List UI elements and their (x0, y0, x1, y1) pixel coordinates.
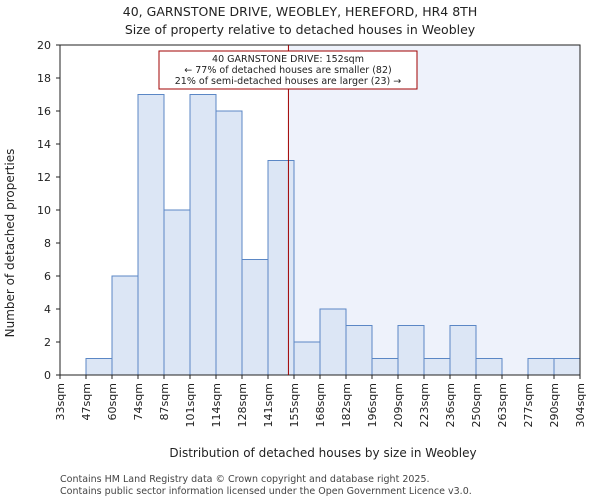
x-tick-label: 114sqm (210, 383, 223, 427)
y-tick-label: 16 (37, 105, 51, 118)
x-tick-label: 141sqm (262, 383, 275, 427)
y-tick-label: 18 (37, 72, 51, 85)
annotation-line-1: 40 GARNSTONE DRIVE: 152sqm (212, 54, 364, 65)
x-tick-label: 182sqm (340, 383, 353, 427)
x-tick-label: 304sqm (574, 383, 587, 427)
x-tick-label: 47sqm (80, 383, 93, 420)
histogram-bar-182sqm (345, 325, 373, 376)
property-annotation: 40 GARNSTONE DRIVE: 152sqm ← 77% of deta… (158, 50, 418, 90)
y-tick-label: 8 (44, 237, 51, 250)
histogram-bar-74sqm (137, 94, 165, 376)
histogram-bar-277sqm (527, 358, 555, 376)
x-tick-label: 101sqm (184, 383, 197, 427)
chart-title: 40, GARNSTONE DRIVE, WEOBLEY, HEREFORD, … (123, 4, 477, 19)
x-tick-label: 128sqm (236, 383, 249, 427)
histogram-bar-47sqm (85, 358, 113, 376)
histogram-bar-114sqm (215, 110, 243, 376)
histogram-bar-209sqm (397, 325, 425, 376)
histogram-bar-155sqm (293, 341, 321, 376)
annotation-line-2: ← 77% of detached houses are smaller (82… (184, 65, 391, 76)
y-tick-label: 2 (44, 336, 51, 349)
bars-group (85, 94, 581, 376)
histogram-bar-290sqm (553, 358, 581, 376)
x-axis-label: Distribution of detached houses by size … (169, 446, 476, 460)
annotation-box (158, 50, 418, 90)
x-tick-label: 263sqm (496, 383, 509, 427)
histogram-bar-250sqm (475, 358, 503, 376)
histogram-bar-60sqm (111, 275, 139, 376)
histogram-bar-101sqm (189, 94, 217, 376)
y-tick-label: 4 (44, 303, 51, 316)
y-tick-label: 20 (37, 39, 51, 52)
histogram-bar-87sqm (163, 209, 191, 376)
y-tick-label: 6 (44, 270, 51, 283)
x-tick-label: 277sqm (522, 383, 535, 427)
histogram-bar-141sqm (267, 160, 295, 376)
histogram-bar-168sqm (319, 308, 347, 376)
x-tick-label: 74sqm (132, 383, 145, 420)
x-tick-label: 209sqm (392, 383, 405, 427)
x-tick-label: 250sqm (470, 383, 483, 427)
y-tick-label: 12 (37, 171, 51, 184)
x-tick-label: 87sqm (158, 383, 171, 420)
footer-copyright: Contains HM Land Registry data © Crown c… (60, 474, 430, 485)
histogram-bar-128sqm (241, 259, 269, 376)
x-tick-label: 290sqm (548, 383, 561, 427)
x-tick-label: 33sqm (54, 383, 67, 420)
histogram-bar-236sqm (449, 325, 477, 376)
y-axis-ticks: 0 2 4 6 8 10 12 14 16 18 20 (37, 39, 60, 382)
x-tick-label: 223sqm (418, 383, 431, 427)
y-tick-label: 10 (37, 204, 51, 217)
y-tick-label: 14 (37, 138, 51, 151)
footer-licence: Contains public sector information licen… (60, 486, 472, 497)
y-axis-label: Number of detached properties (3, 149, 17, 338)
annotation-line-3: 21% of semi-detached houses are larger (… (175, 76, 402, 87)
x-tick-label: 236sqm (444, 383, 457, 427)
x-tick-label: 60sqm (106, 383, 119, 420)
x-axis-ticks: 33sqm 47sqm 60sqm 74sqm 87sqm 101sqm 114sqm 128… (54, 375, 587, 427)
histogram-bar-196sqm (371, 358, 399, 376)
y-tick-label: 0 (44, 369, 51, 382)
histogram-bar-223sqm (423, 358, 451, 376)
chart-subtitle: Size of property relative to detached ho… (125, 22, 476, 37)
x-tick-label: 196sqm (366, 383, 379, 427)
x-tick-label: 155sqm (288, 383, 301, 427)
x-tick-label: 168sqm (314, 383, 327, 427)
